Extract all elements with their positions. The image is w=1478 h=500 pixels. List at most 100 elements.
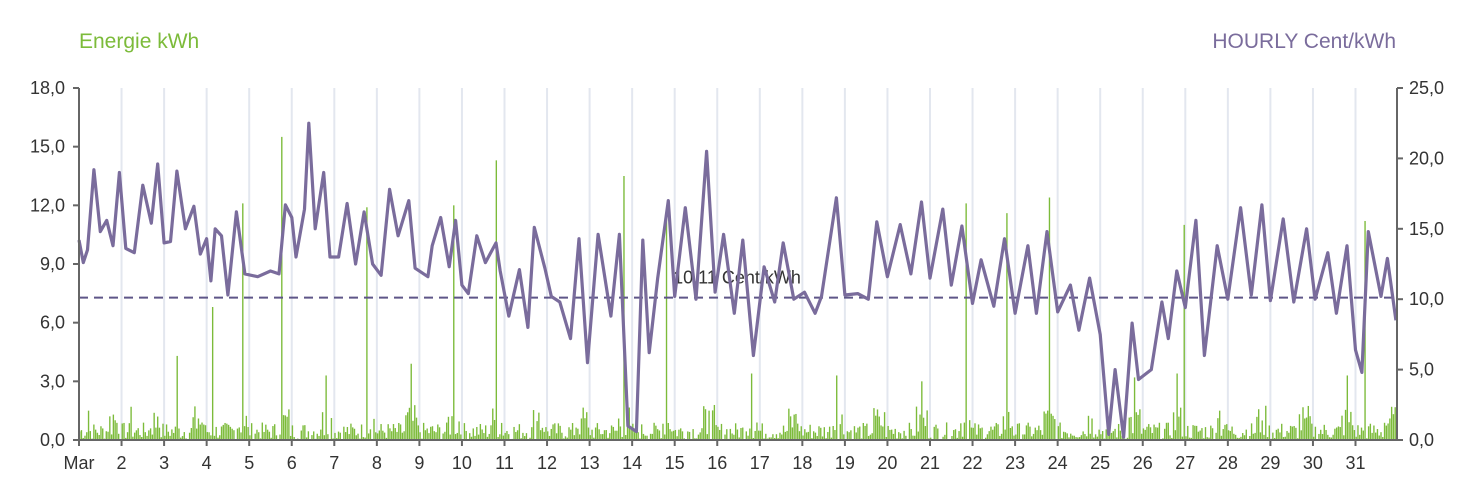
energy-bar bbox=[1093, 437, 1095, 440]
energy-bar bbox=[112, 414, 115, 440]
energy-bar bbox=[1057, 426, 1060, 440]
x-tick-label: 28 bbox=[1218, 453, 1238, 473]
x-tick-label: 12 bbox=[537, 453, 557, 473]
energy-bar bbox=[433, 431, 435, 440]
energy-bar bbox=[1179, 407, 1182, 440]
energy-bar bbox=[1383, 422, 1386, 440]
energy-bar bbox=[1194, 425, 1196, 440]
energy-bar bbox=[795, 413, 797, 440]
energy-bar bbox=[1149, 427, 1152, 440]
x-tick-label: 15 bbox=[665, 453, 685, 473]
energy-bar bbox=[671, 431, 673, 440]
energy-bar bbox=[738, 437, 740, 440]
energy-bar bbox=[1252, 433, 1255, 440]
energy-bar bbox=[910, 429, 912, 440]
energy-bar bbox=[1351, 425, 1354, 440]
energy-bar bbox=[180, 437, 182, 440]
energy-bar bbox=[1273, 437, 1276, 440]
energy-bar bbox=[1164, 428, 1166, 440]
energy-bar bbox=[176, 355, 178, 440]
energy-bar bbox=[160, 437, 162, 440]
energy-bar bbox=[665, 217, 668, 440]
energy-bar bbox=[506, 431, 508, 440]
energy-bar bbox=[1064, 432, 1067, 440]
energy-bar bbox=[445, 422, 448, 440]
energy-bar bbox=[1265, 405, 1267, 440]
energy-bar bbox=[261, 422, 263, 440]
energy-bar bbox=[1013, 435, 1015, 440]
energy-bar bbox=[642, 433, 645, 440]
energy-bar bbox=[756, 422, 758, 440]
energy-bar bbox=[1250, 423, 1253, 440]
energy-bar bbox=[541, 427, 544, 440]
energy-bar bbox=[804, 429, 806, 440]
energy-bar bbox=[449, 434, 451, 440]
energy-bar bbox=[617, 418, 620, 440]
energy-bar bbox=[151, 434, 154, 440]
energy-bar bbox=[589, 435, 591, 440]
energy-bar bbox=[1227, 430, 1230, 440]
energy-bar bbox=[672, 430, 675, 440]
energy-bar bbox=[169, 435, 171, 440]
energy-bar bbox=[1309, 416, 1311, 440]
energy-bar bbox=[472, 428, 474, 440]
energy-bar bbox=[1206, 437, 1208, 440]
energy-bar bbox=[369, 429, 372, 440]
energy-bar bbox=[687, 431, 689, 440]
energy-bar bbox=[555, 433, 558, 440]
energy-bar bbox=[497, 437, 499, 440]
energy-bar bbox=[1218, 410, 1221, 440]
energy-bar bbox=[866, 423, 868, 440]
energy-bar bbox=[284, 415, 287, 440]
energy-bar bbox=[1277, 428, 1279, 440]
energy-bar bbox=[1291, 426, 1294, 440]
energy-bar bbox=[1387, 423, 1389, 440]
energy-bar bbox=[453, 205, 455, 440]
energy-bar bbox=[210, 435, 212, 440]
energy-bar bbox=[513, 426, 515, 440]
energy-bar bbox=[616, 430, 618, 440]
right-tick-label: 15,0 bbox=[1409, 219, 1444, 239]
energy-bar bbox=[626, 426, 629, 440]
energy-bar bbox=[408, 407, 411, 440]
energy-bar bbox=[458, 421, 460, 440]
energy-bar bbox=[364, 437, 366, 440]
energy-bar bbox=[1086, 436, 1088, 440]
energy-bar bbox=[1167, 422, 1169, 440]
energy-bar bbox=[960, 423, 962, 440]
energy-bar bbox=[641, 424, 643, 440]
energy-bar bbox=[1148, 424, 1150, 440]
energy-bar bbox=[830, 437, 833, 440]
energy-bar bbox=[625, 435, 627, 440]
energy-bar bbox=[619, 426, 622, 440]
energy-bar bbox=[373, 418, 375, 440]
energy-bar bbox=[885, 437, 888, 440]
energy-bar bbox=[82, 437, 84, 440]
energy-bar bbox=[224, 422, 226, 440]
energy-bar bbox=[447, 416, 450, 440]
energy-bar bbox=[976, 434, 978, 440]
energy-bar bbox=[990, 426, 992, 440]
energy-bar bbox=[1011, 426, 1013, 440]
energy-bar bbox=[1100, 434, 1102, 440]
energy-bar bbox=[857, 427, 859, 440]
energy-bar bbox=[1045, 413, 1047, 440]
x-tick-label: 18 bbox=[792, 453, 812, 473]
energy-bar bbox=[1355, 436, 1357, 440]
energy-bar bbox=[146, 435, 148, 440]
energy-bar bbox=[128, 423, 131, 440]
energy-bar bbox=[493, 419, 496, 440]
energy-bar bbox=[782, 425, 785, 440]
energy-bar bbox=[419, 432, 421, 440]
energy-bar bbox=[1371, 432, 1373, 440]
energy-bar bbox=[162, 423, 164, 440]
energy-bar bbox=[516, 430, 519, 440]
left-tick-label: 18,0 bbox=[30, 78, 65, 98]
energy-bar bbox=[339, 432, 341, 440]
energy-bar bbox=[1183, 224, 1185, 440]
energy-bar bbox=[1353, 430, 1356, 440]
energy-bar bbox=[658, 430, 661, 440]
energy-bar bbox=[1077, 437, 1079, 440]
energy-bar bbox=[268, 431, 271, 440]
energy-bar bbox=[174, 426, 177, 440]
